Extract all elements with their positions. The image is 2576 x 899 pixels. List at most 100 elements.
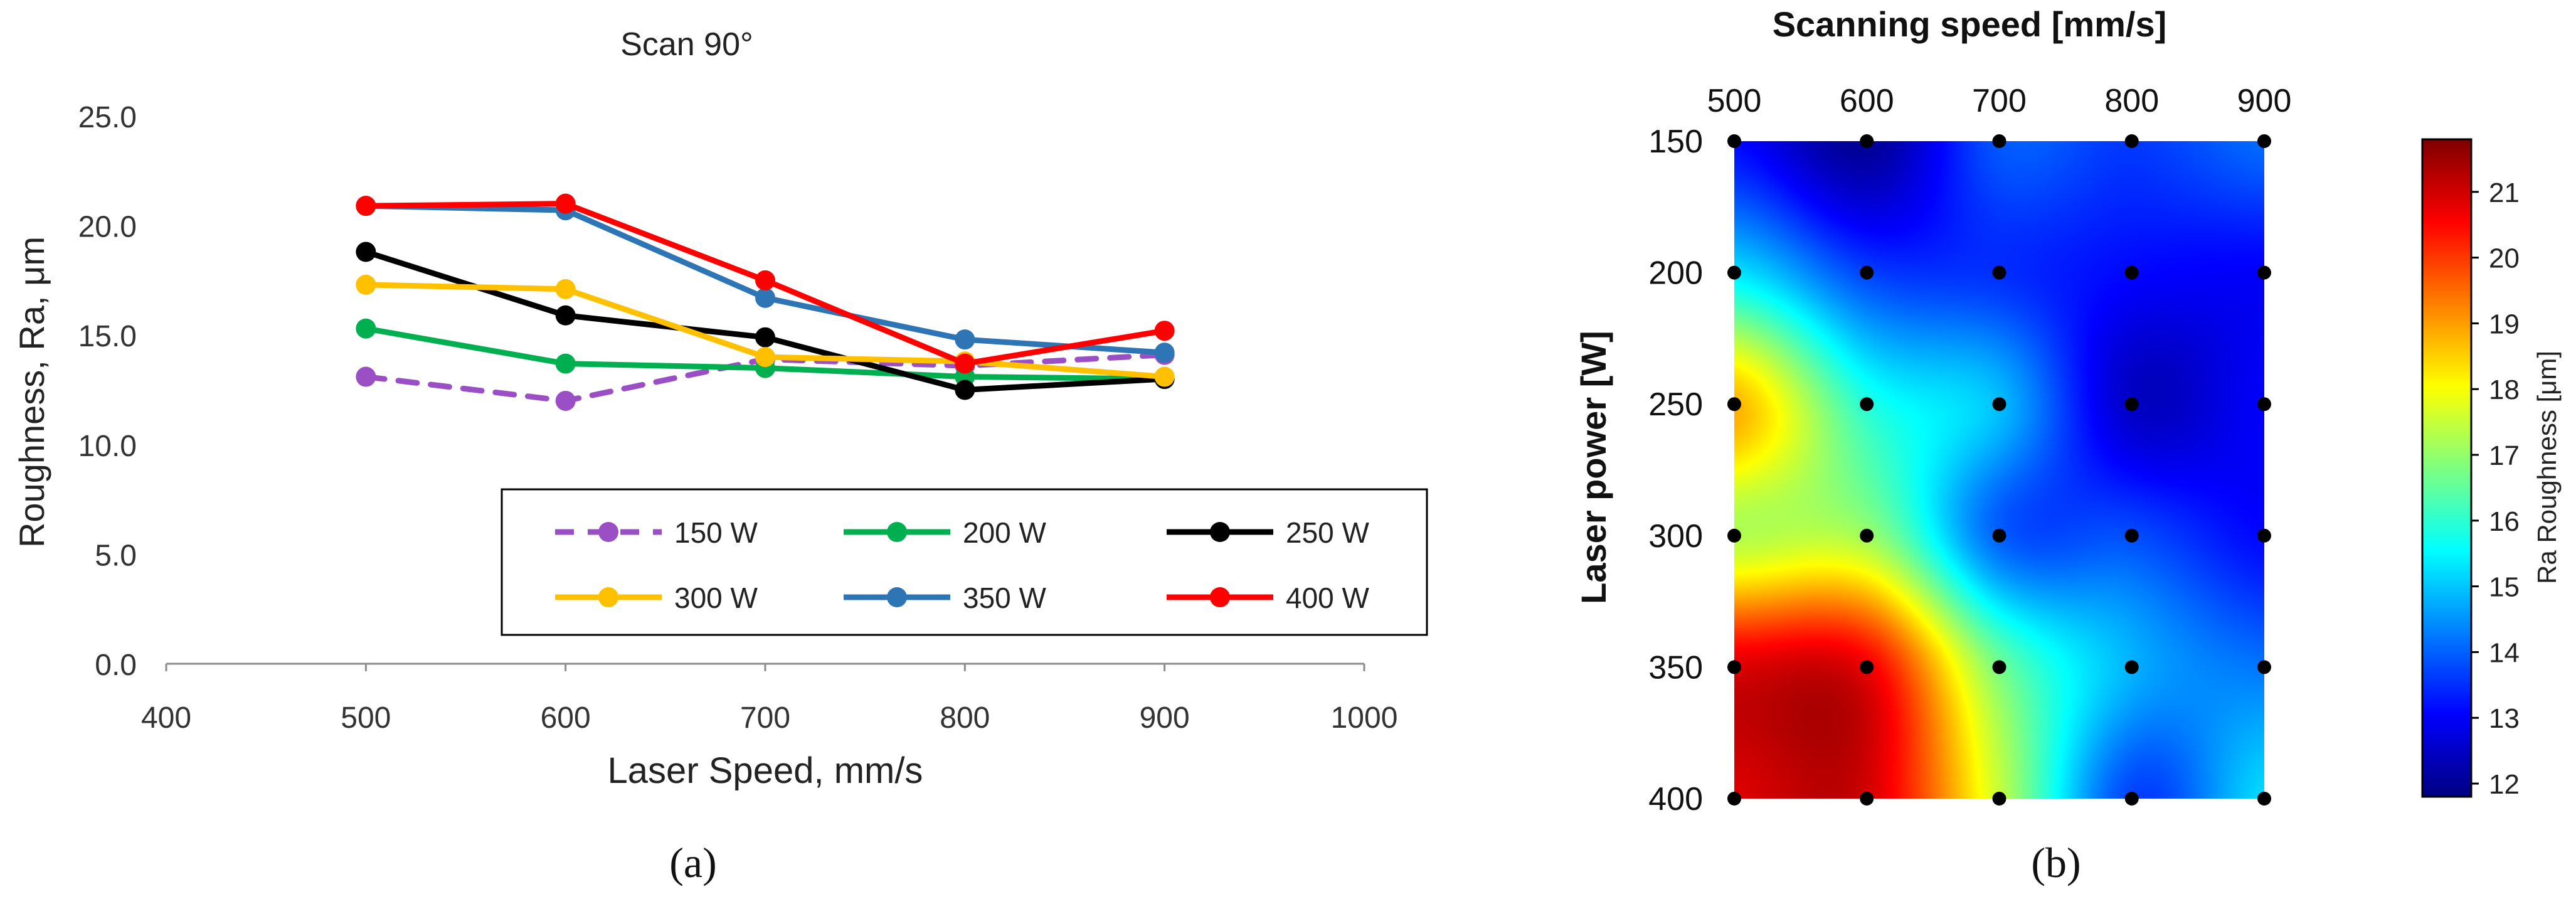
sample-point [2124, 265, 2139, 280]
sample-point [1992, 528, 2006, 543]
data-point [356, 318, 376, 339]
sample-point [1727, 528, 1741, 543]
sample-point [2257, 134, 2271, 148]
series-group [356, 193, 1175, 411]
sample-point [1860, 134, 1874, 148]
data-point [755, 327, 775, 348]
y-tick-label: 250 [1648, 386, 1703, 423]
x-tick-label: 500 [341, 701, 391, 735]
y-tick-labels: 150 200 250 300 350 400 [1648, 124, 1703, 817]
y-tick-label: 25.0 [78, 101, 137, 134]
data-point [356, 274, 376, 295]
legend-label: 250 W [1286, 516, 1370, 549]
colorbar-tick-label: 15 [2489, 572, 2520, 603]
y-axis-label: Laser power [W] [1574, 331, 1613, 604]
colorbar-label: Ra Roughness [μm] [2532, 351, 2562, 584]
legend-marker [1210, 522, 1230, 542]
sample-point [1992, 660, 2006, 674]
data-point [955, 353, 975, 374]
line-chart-panel: Scan 90° 0.0 5.0 10.0 15.0 20.0 25.0 400 500 60… [12, 26, 1428, 886]
sample-point [2124, 660, 2139, 674]
data-point [1154, 366, 1175, 387]
data-point [555, 390, 576, 411]
y-tick-label: 400 [1648, 781, 1703, 817]
sample-point [1992, 792, 2006, 806]
sample-point [1860, 528, 1874, 543]
y-tick-label: 200 [1648, 255, 1703, 292]
sample-point [2124, 134, 2139, 148]
legend-marker [887, 587, 907, 607]
legend-label: 150 W [674, 516, 758, 549]
data-point [356, 242, 376, 262]
x-axis-label: Laser Speed, mm/s [608, 750, 923, 791]
data-point [356, 196, 376, 216]
sample-point [1860, 397, 1874, 412]
sample-point [1727, 792, 1741, 806]
colorbar-frame [2421, 138, 2473, 798]
data-point [1154, 321, 1175, 341]
x-tick-label: 700 [1972, 83, 2027, 119]
heatmap-field [1734, 141, 2264, 799]
y-tick-labels: 0.0 5.0 10.0 15.0 20.0 25.0 [78, 101, 137, 682]
sample-point [1860, 660, 1874, 674]
colorbar [2422, 139, 2471, 797]
x-tick-labels: 400 500 600 700 800 900 1000 [141, 701, 1397, 735]
panel-label-a: (a) [669, 839, 716, 886]
x-tick-label: 400 [141, 701, 191, 735]
data-point [1154, 343, 1175, 363]
data-point [755, 270, 775, 290]
sample-point [1727, 265, 1741, 280]
data-point [555, 305, 576, 326]
colorbar-tick-label: 16 [2489, 506, 2520, 537]
data-point [955, 329, 975, 350]
legend-label: 300 W [674, 582, 758, 614]
y-tick-label: 5.0 [95, 539, 137, 572]
colorbar-tick-label: 21 [2489, 178, 2520, 208]
y-tick-label: 150 [1648, 124, 1703, 160]
sample-point [2257, 528, 2271, 543]
panel-label-b: (b) [2031, 839, 2080, 886]
colorbar-tick-labels: 12 13 14 15 16 17 18 19 20 21 [2471, 178, 2520, 800]
x-tick-label: 1000 [1331, 701, 1398, 735]
colorbar-tick-label: 18 [2489, 375, 2520, 405]
heatmap-panel: Scanning speed [mm/s] Laser power [W] 50… [1574, 4, 2562, 886]
legend-marker [887, 522, 907, 542]
y-tick-label: 20.0 [78, 211, 137, 244]
x-tick-label: 500 [1707, 83, 1762, 119]
data-point [555, 353, 576, 374]
sample-point [1992, 134, 2006, 148]
legend: 150 W 200 W 250 W 300 W 350 W 400 W [501, 488, 1428, 636]
sample-point [2257, 265, 2271, 280]
colorbar-tick-label: 14 [2489, 637, 2520, 668]
sample-point [1727, 660, 1741, 674]
x-tick-label: 700 [740, 701, 790, 735]
sample-point [2257, 792, 2271, 806]
sample-point [2124, 528, 2139, 543]
sample-points [1727, 134, 2271, 806]
data-point [955, 380, 975, 400]
x-tick-label: 900 [2237, 83, 2292, 119]
y-axis-label: Roughness, Ra, μm [12, 237, 51, 548]
sample-point [2257, 397, 2271, 412]
legend-marker [1210, 587, 1230, 607]
y-tick-label: 15.0 [78, 320, 137, 353]
x-tick-marks [165, 664, 1365, 671]
data-point [755, 347, 775, 368]
y-tick-label: 300 [1648, 518, 1703, 555]
colorbar-tick-label: 17 [2489, 440, 2520, 471]
data-point [356, 366, 376, 387]
x-tick-label: 800 [940, 701, 990, 735]
x-tick-label: 900 [1140, 701, 1190, 735]
legend-label: 400 W [1286, 582, 1370, 614]
sample-point [1992, 265, 2006, 280]
data-point [755, 287, 775, 308]
x-axis-label: Scanning speed [mm/s] [1773, 4, 2167, 44]
sample-point [1992, 397, 2006, 412]
colorbar-tick-label: 19 [2489, 309, 2520, 339]
colorbar-tick-label: 13 [2489, 703, 2520, 734]
y-tick-label: 0.0 [95, 649, 137, 682]
legend-box [501, 488, 1428, 636]
x-tick-label: 600 [1840, 83, 1894, 119]
sample-point [2124, 397, 2139, 412]
